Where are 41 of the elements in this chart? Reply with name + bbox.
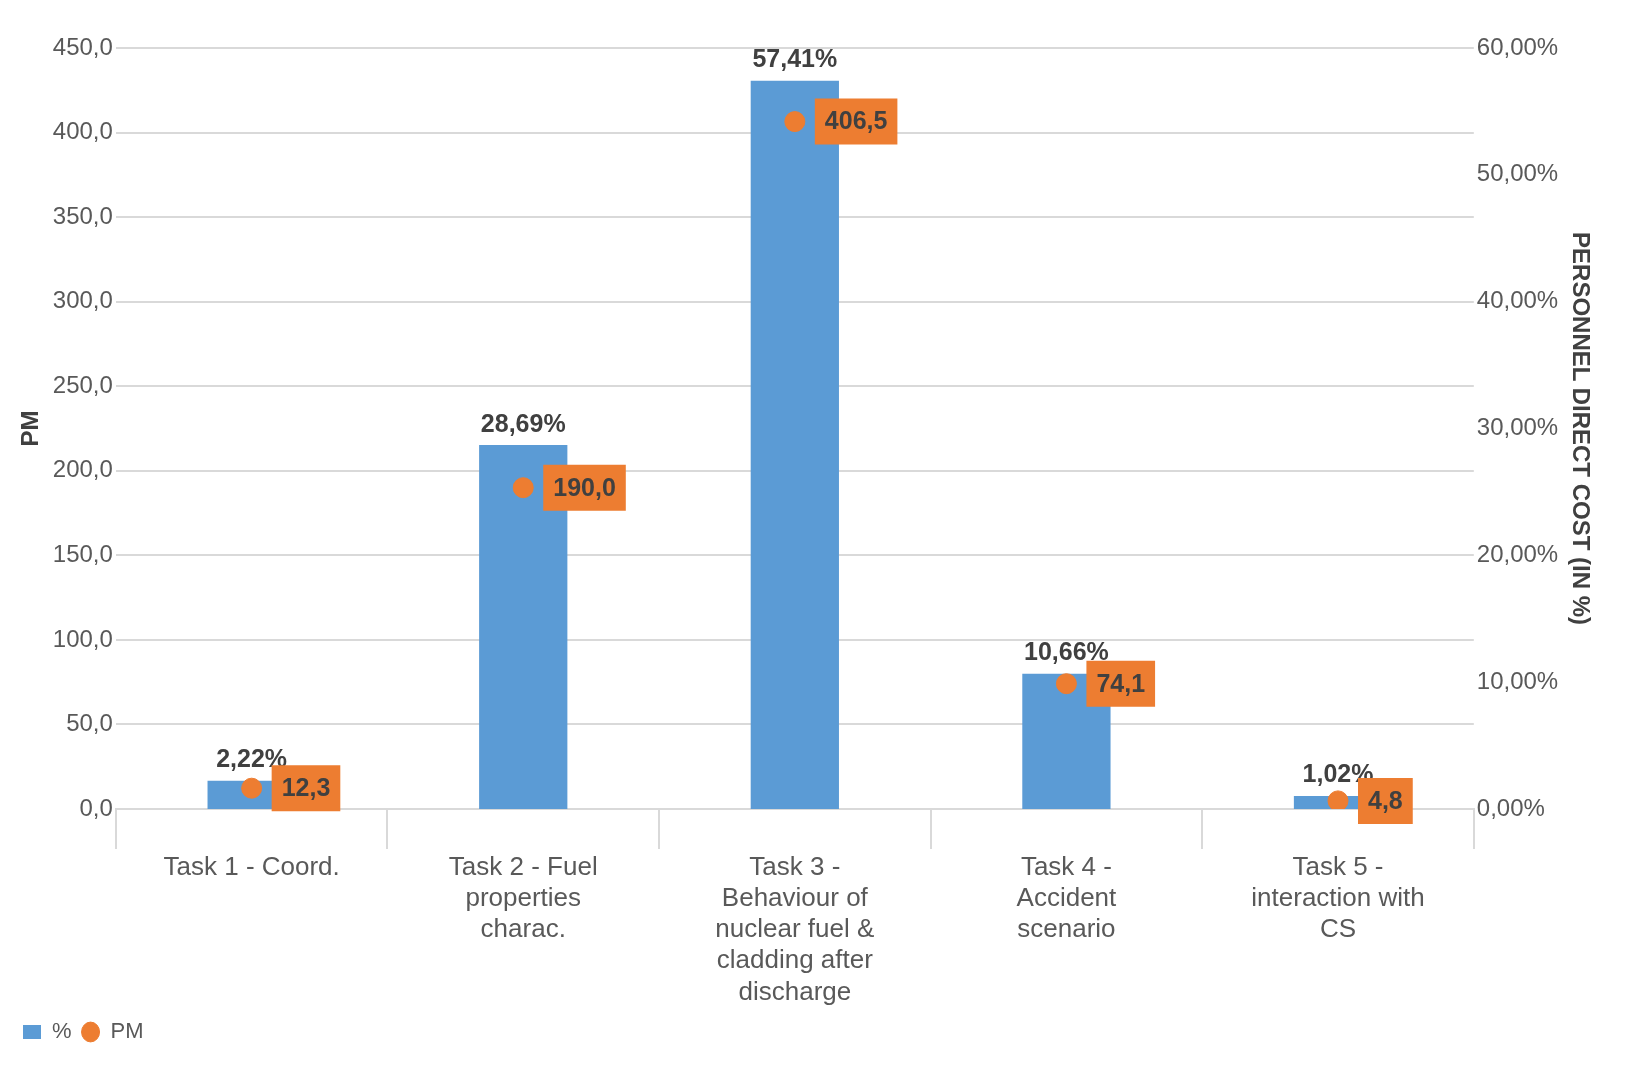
x-tick-label: Task 2 - Fuel properties charac.	[448, 850, 598, 944]
y-tick-label: 350,0	[52, 201, 113, 229]
point	[1327, 790, 1349, 809]
data-label: 4,8	[1368, 785, 1403, 814]
y2-tick-label: 10,00%	[1476, 666, 1559, 694]
y-tick-label: 100,0	[52, 624, 113, 652]
data-label: 28,69%	[480, 408, 566, 437]
y-tick-label: 50,0	[66, 709, 113, 737]
data-label: 190,0	[553, 472, 616, 501]
y2-tick-label: 30,00%	[1476, 413, 1559, 441]
x-tick-label: Task 1 - Coord.	[163, 850, 340, 881]
data-label: 2,22%	[216, 744, 288, 773]
data-label: 74,1	[1096, 668, 1146, 697]
point	[512, 477, 534, 499]
data-label: 406,5	[824, 106, 888, 135]
point	[241, 777, 263, 799]
y2-tick-label: 20,00%	[1476, 539, 1559, 567]
data-label: 57,41%	[752, 44, 838, 73]
data-label: 12,3	[281, 773, 331, 802]
y-tick-label: 150,0	[52, 539, 113, 567]
x-tick-label: Task 3 - Behaviour of nuclear fuel & cladding after discharge	[715, 850, 875, 1006]
y-tick-label: 0,0	[79, 793, 113, 821]
y2-tick-label: 0,00%	[1476, 793, 1545, 821]
x-tick-label: Task 5 - interaction with CS	[1251, 850, 1425, 944]
data-label: 10,66%	[1024, 637, 1109, 666]
y-tick-label: 450,0	[52, 32, 113, 60]
y-tick-label: 200,0	[52, 455, 113, 483]
y2-tick-label: 60,00%	[1476, 32, 1559, 60]
x-tick-label: Task 4 - Accident scenario	[1016, 850, 1118, 944]
y-tick-label: 250,0	[52, 370, 113, 398]
legend-label: %	[52, 1018, 72, 1044]
legend-label: PM	[110, 1018, 144, 1044]
y2-axis-title: PERSONNEL DIRECT COST (IN %)	[1567, 232, 1595, 625]
y2-tick-label: 40,00%	[1476, 286, 1559, 314]
y-tick-label: 400,0	[52, 117, 113, 145]
y2-tick-label: 50,00%	[1476, 159, 1559, 187]
point	[1055, 673, 1077, 695]
data-label: 1,02%	[1302, 759, 1374, 788]
y-axis-title: PM	[16, 410, 44, 447]
point	[784, 111, 806, 133]
y-tick-label: 300,0	[52, 286, 113, 314]
